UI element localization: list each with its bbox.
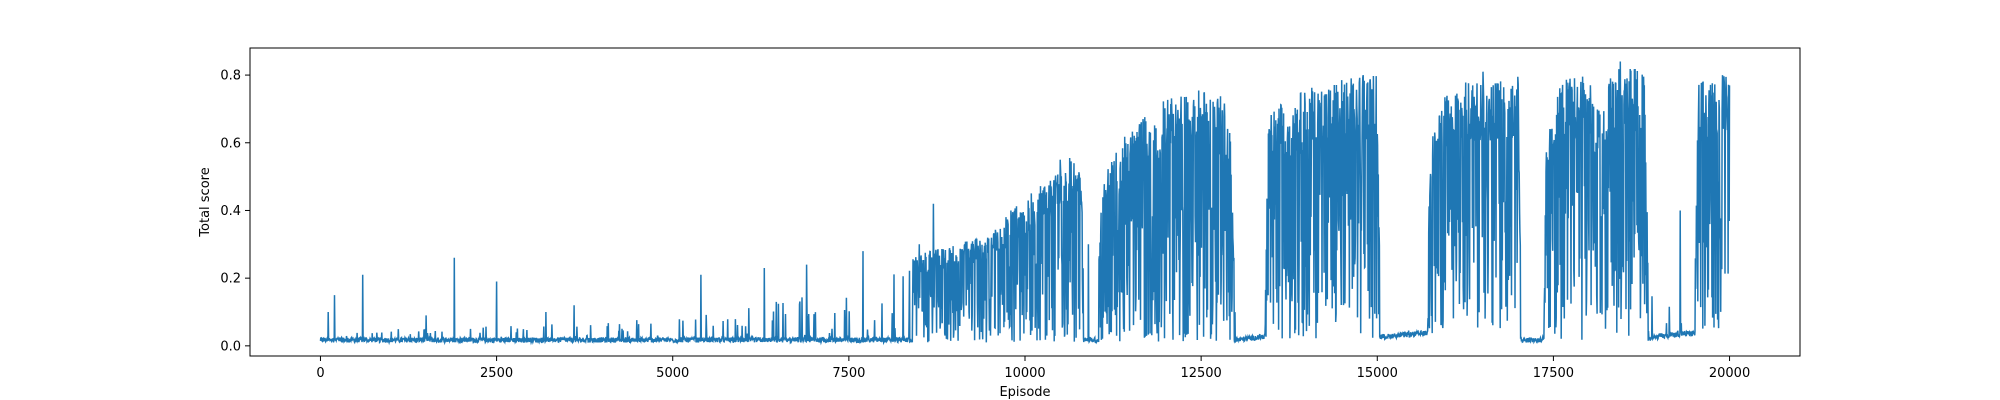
y-tick-label: 0.2 — [220, 272, 241, 287]
series-line — [319, 61, 1731, 346]
y-tick-label: 0.4 — [220, 204, 241, 219]
y-tick-label: 0.0 — [220, 339, 241, 354]
x-tick-label: 2500 — [480, 366, 513, 381]
y-tick-label: 0.8 — [220, 69, 241, 84]
x-axis-label: Episode — [999, 385, 1050, 400]
y-axis: 0.0 0.2 0.4 0.6 0.8 — [220, 69, 250, 354]
x-tick-label: 12500 — [1180, 366, 1221, 381]
x-tick-label: 0 — [316, 366, 324, 381]
x-tick-label: 15000 — [1357, 366, 1398, 381]
x-tick-label: 17500 — [1533, 366, 1574, 381]
x-axis: 0 2500 5000 7500 10000 12500 15000 17500 20000 — [316, 356, 1750, 381]
x-tick-label: 7500 — [832, 366, 865, 381]
x-tick-label: 5000 — [656, 366, 689, 381]
x-tick-label: 10000 — [1004, 366, 1045, 381]
x-tick-label: 20000 — [1709, 366, 1750, 381]
y-tick-label: 0.6 — [220, 136, 241, 151]
plot-area — [319, 61, 1731, 346]
y-axis-label: Total score — [198, 167, 213, 237]
